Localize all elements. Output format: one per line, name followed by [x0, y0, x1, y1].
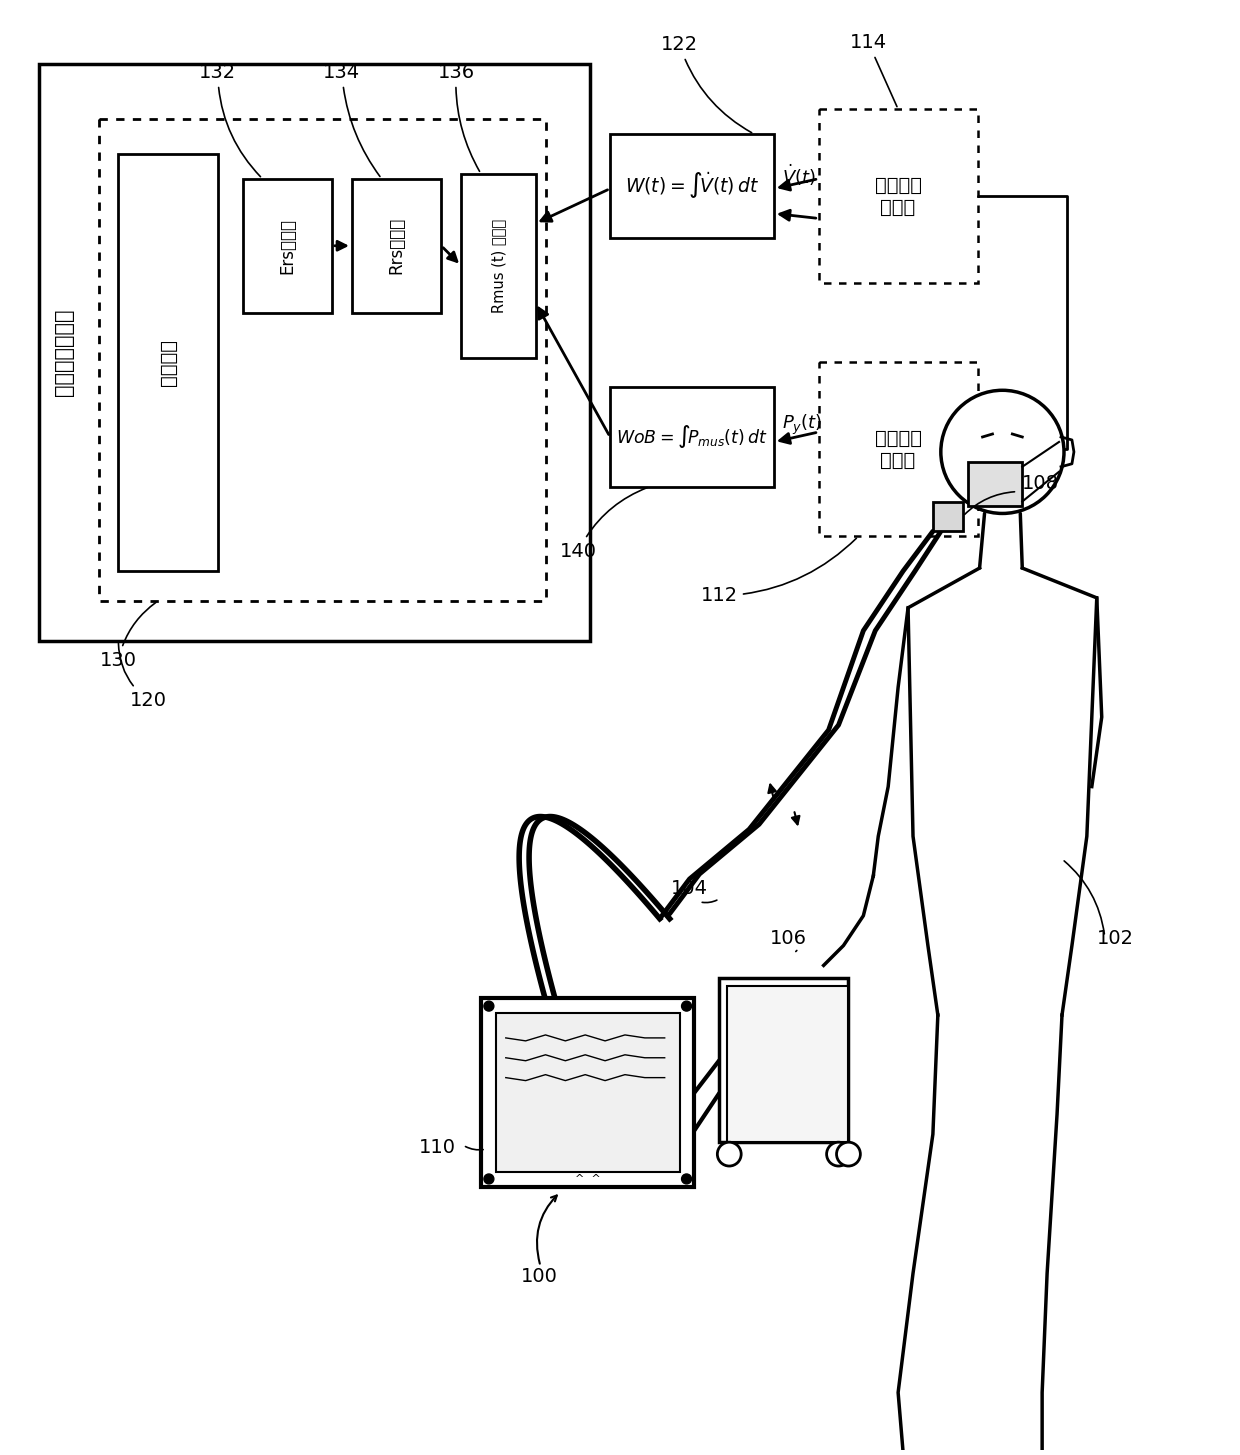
- Bar: [98, 119, 546, 601]
- Bar: [481, 998, 694, 1187]
- Text: 102: 102: [1096, 930, 1133, 949]
- Circle shape: [682, 1174, 692, 1184]
- Text: 134: 134: [324, 63, 379, 176]
- Circle shape: [827, 1142, 851, 1165]
- Bar: [610, 387, 774, 486]
- Bar: [496, 1013, 680, 1171]
- Circle shape: [484, 1001, 494, 1011]
- Bar: [118, 154, 218, 570]
- Circle shape: [484, 1174, 494, 1184]
- Text: 140: 140: [559, 487, 647, 560]
- Text: Rrs估计器: Rrs估计器: [388, 217, 405, 275]
- Bar: [610, 134, 774, 239]
- Text: 呼吸系统分析器: 呼吸系统分析器: [53, 308, 73, 396]
- Bar: [818, 109, 977, 284]
- Text: 100: 100: [521, 1267, 558, 1286]
- Text: 130: 130: [100, 602, 156, 669]
- Text: 时间窗口: 时间窗口: [159, 339, 177, 386]
- Text: 132: 132: [200, 63, 260, 176]
- Text: 136: 136: [438, 63, 480, 172]
- Text: ^  ^: ^ ^: [575, 1174, 600, 1184]
- Circle shape: [941, 390, 1064, 514]
- Text: 120: 120: [119, 643, 166, 710]
- Bar: [728, 986, 848, 1142]
- Text: Ers估计器: Ers估计器: [278, 218, 296, 274]
- Text: Rmus (t) 估计器: Rmus (t) 估计器: [491, 218, 506, 313]
- Text: 108: 108: [1022, 474, 1059, 493]
- Text: 112: 112: [701, 538, 857, 605]
- Bar: [461, 173, 536, 358]
- Bar: [932, 502, 962, 531]
- Bar: [967, 461, 1022, 506]
- Text: 122: 122: [661, 35, 751, 132]
- Text: $P_y(t)$: $P_y(t)$: [782, 413, 822, 436]
- Text: 106: 106: [770, 930, 807, 949]
- Bar: [243, 179, 332, 313]
- Bar: [352, 179, 441, 313]
- Text: $W(t) = \int\!\dot{V}(t)\,dt$: $W(t) = \int\!\dot{V}(t)\,dt$: [625, 170, 759, 201]
- Circle shape: [837, 1142, 861, 1165]
- Text: 114: 114: [849, 33, 897, 106]
- Bar: [818, 362, 977, 537]
- Bar: [719, 978, 848, 1142]
- Bar: [38, 64, 590, 640]
- Circle shape: [718, 1142, 742, 1165]
- Text: 空气流量
传感器: 空气流量 传感器: [874, 176, 921, 217]
- Text: $\dot{V}(t)$: $\dot{V}(t)$: [782, 163, 816, 188]
- Text: 气道压力
传感器: 气道压力 传感器: [874, 429, 921, 470]
- Circle shape: [682, 1001, 692, 1011]
- Text: 104: 104: [671, 879, 708, 898]
- Text: 110: 110: [419, 1138, 456, 1157]
- Text: $WoB = \int\!P_{mus}(t)\,dt$: $WoB = \int\!P_{mus}(t)\,dt$: [616, 423, 768, 451]
